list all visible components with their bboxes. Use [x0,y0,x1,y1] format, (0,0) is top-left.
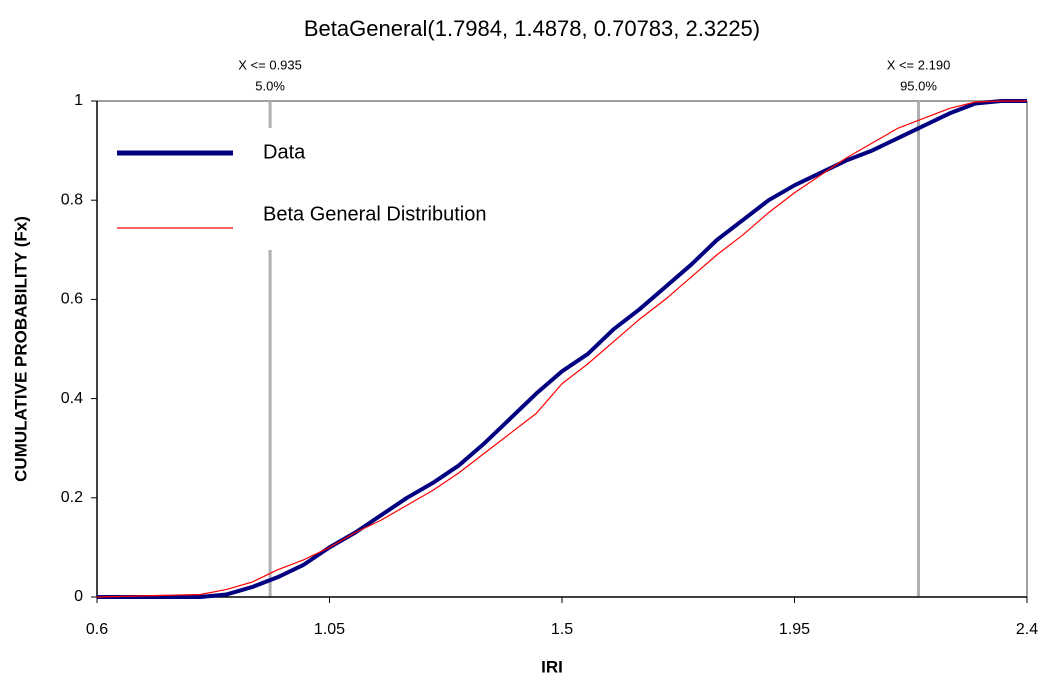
y-tick-label: 0 [74,588,83,605]
legend-background [105,128,575,250]
x-tick-label: 0.6 [86,621,108,638]
y-tick-label: 0.2 [61,489,83,506]
x-tick-label: 1.5 [551,621,573,638]
series-line [97,99,1027,599]
legend-label: Beta General Distribution [263,203,486,225]
y-tick-label: 0.8 [61,191,83,208]
percentile-prob: 95.0% [900,78,937,93]
y-tick-label: 0.6 [61,291,83,308]
percentile-prob: 5.0% [255,78,285,93]
percentile-label: X <= 2.190 [887,57,951,72]
y-tick-label: 1 [74,92,83,109]
y-axis-label: CUMULATIVE PROBABILITY (Fx) [11,216,30,482]
legend-label: Data [263,141,306,163]
series-line [96,100,1027,598]
percentile-label: X <= 0.935 [238,57,302,72]
y-tick-label: 0.4 [61,390,83,407]
chart-title: BetaGeneral(1.7984, 1.4878, 0.70783, 2.3… [304,16,760,41]
x-tick-label: 2.4 [1016,621,1038,638]
x-axis-label: IRI [541,657,563,676]
x-tick-label: 1.95 [779,621,810,638]
x-tick-label: 1.05 [314,621,345,638]
